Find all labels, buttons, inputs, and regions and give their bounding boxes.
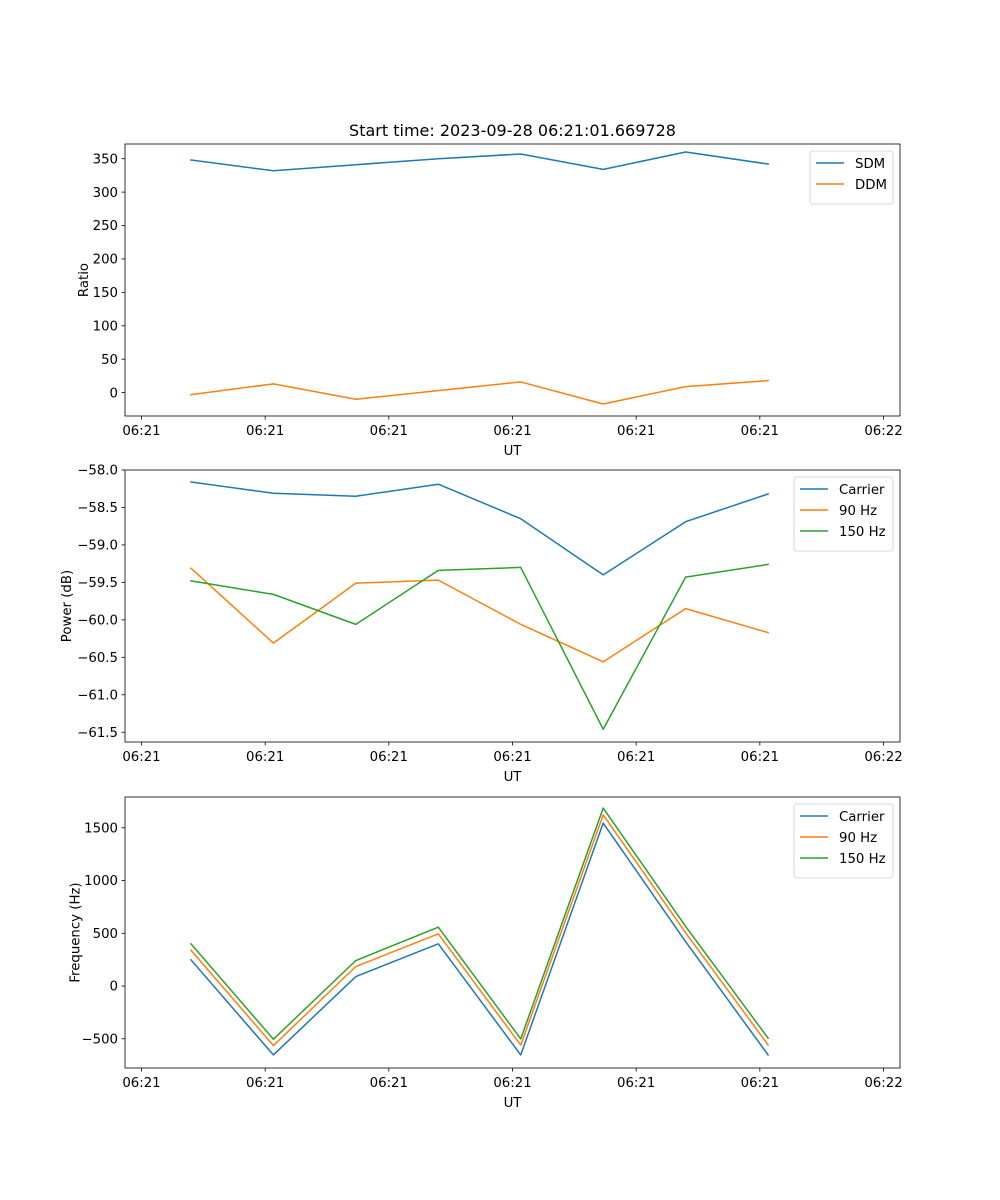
panel-3: 06:21 06:21 06:21 06:21 06:21 06:21 06:22 UT −50… xyxy=(68,796,903,1111)
series-line-sdm xyxy=(190,151,769,172)
x-axis-label: UT xyxy=(504,444,523,459)
panel-1: 06:21 06:21 06:21 06:21 06:21 06:21 06:22 UT 0 50… xyxy=(77,143,903,459)
legend: SDM DDM xyxy=(809,150,894,205)
axes-frame xyxy=(124,469,901,743)
x-tick-label: 06:22 xyxy=(864,1076,902,1091)
y-tick-label: −59.0 xyxy=(77,539,118,554)
legend-label: DDM xyxy=(855,178,887,193)
y-tick-label: 500 xyxy=(93,927,118,942)
x-tick-label: 06:21 xyxy=(370,1076,408,1091)
x-tick-label: 06:21 xyxy=(617,1076,655,1091)
x-tick-label: 06:22 xyxy=(864,750,902,765)
y-tick-label: 0 xyxy=(110,980,118,995)
series-line-90-hz xyxy=(189,814,770,1047)
y-tick-label: −500 xyxy=(81,1032,118,1047)
y-axis-label: Ratio xyxy=(77,263,92,297)
y-tick-label: −61.5 xyxy=(77,726,118,741)
legend: Carrier 90 Hz 150 Hz xyxy=(793,476,894,552)
series-line-150-hz xyxy=(190,563,769,731)
legend-label: 150 Hz xyxy=(839,525,886,540)
y-tick-label: −60.0 xyxy=(77,614,118,629)
x-tick-label: 06:21 xyxy=(246,750,284,765)
x-tick-label: 06:21 xyxy=(741,750,779,765)
panel-2: 06:21 06:21 06:21 06:21 06:21 06:21 06:22 UT −58… xyxy=(60,464,903,785)
chart-title: Start time: 2023-09-28 06:21:01.669728 xyxy=(349,121,676,140)
x-axis-label: UT xyxy=(504,770,523,785)
legend-label: Carrier xyxy=(839,483,885,498)
y-tick-label: −58.5 xyxy=(77,501,118,516)
x-tick-label: 06:21 xyxy=(617,750,655,765)
series-line-carrier xyxy=(189,822,770,1056)
y-tick-label: 300 xyxy=(93,186,118,201)
series-line-150-hz xyxy=(189,807,770,1040)
legend: Carrier 90 Hz 150 Hz xyxy=(793,803,894,879)
x-tick-label: 06:21 xyxy=(493,750,531,765)
x-tick-label: 06:21 xyxy=(370,750,408,765)
y-tick-label: 1500 xyxy=(84,822,118,837)
x-tick-label: 06:21 xyxy=(122,750,160,765)
y-tick-label: 350 xyxy=(93,152,118,167)
y-axis-label: Power (dB) xyxy=(60,570,75,642)
x-tick-label: 06:21 xyxy=(246,424,284,439)
y-tick-label: −60.5 xyxy=(77,651,118,666)
series-line-90-hz xyxy=(189,567,770,663)
x-tick-label: 06:21 xyxy=(370,424,408,439)
x-tick-label: 06:21 xyxy=(741,1076,779,1091)
axes-frame xyxy=(124,143,901,417)
y-tick-label: 200 xyxy=(93,253,118,268)
x-axis-label: UT xyxy=(504,1096,523,1111)
x-tick-label: 06:21 xyxy=(122,1076,160,1091)
y-tick-label: −61.0 xyxy=(77,688,118,703)
legend-label: SDM xyxy=(855,157,885,172)
legend-box xyxy=(809,150,894,205)
legend-label: Carrier xyxy=(839,810,885,825)
legend-box xyxy=(793,476,894,552)
x-tick-label: 06:21 xyxy=(122,424,160,439)
y-tick-label: 0 xyxy=(110,386,118,401)
y-axis-label: Frequency (Hz) xyxy=(68,882,83,982)
x-tick-label: 06:21 xyxy=(493,1076,531,1091)
x-tick-label: 06:21 xyxy=(741,424,779,439)
legend-label: 90 Hz xyxy=(839,831,877,846)
series-line-ddm xyxy=(190,379,769,405)
y-tick-label: −58.0 xyxy=(77,464,118,479)
legend-label: 150 Hz xyxy=(839,852,886,867)
y-tick-label: 150 xyxy=(93,286,118,301)
legend-box xyxy=(793,803,894,879)
y-tick-label: 100 xyxy=(93,319,118,334)
x-tick-label: 06:21 xyxy=(617,424,655,439)
x-tick-label: 06:22 xyxy=(864,424,902,439)
series-line-carrier xyxy=(190,481,770,576)
y-tick-label: 1000 xyxy=(84,874,118,889)
legend-label: 90 Hz xyxy=(839,504,877,519)
x-tick-label: 06:21 xyxy=(493,424,531,439)
y-tick-label: 50 xyxy=(101,353,118,368)
y-tick-label: −59.5 xyxy=(77,576,118,591)
x-tick-label: 06:21 xyxy=(246,1076,284,1091)
y-tick-label: 250 xyxy=(93,219,118,234)
